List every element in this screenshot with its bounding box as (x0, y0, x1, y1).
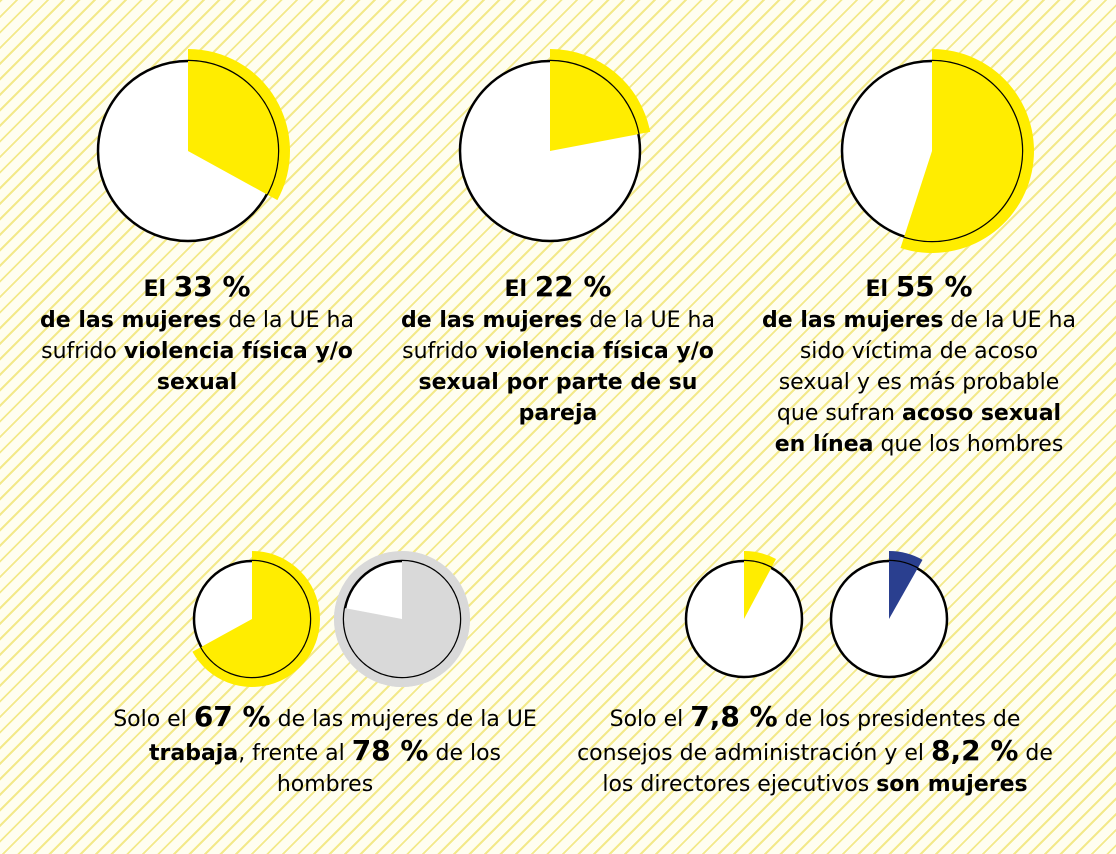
pie-4b-slice (344, 561, 461, 677)
stat-3-bold-subject: de las mujeres (762, 308, 944, 333)
pie-2-slice (550, 61, 639, 151)
stat-2-prefix: El (504, 277, 528, 302)
stat-3-ending: que los hombres (873, 432, 1064, 457)
stat-1-text: El 33 % de las mujeres de la UE ha sufri… (40, 271, 354, 398)
stat-2-bold-topic: violencia física y/o sexual por parte de… (418, 339, 714, 426)
stat-4-bold-verb: trabaja (148, 741, 239, 766)
stat-1-bold-topic: violencia física y/o sexual (123, 339, 353, 395)
stat-1-middle: de la UE ha sufrido (41, 308, 354, 364)
stat-4-compare: , frente al (238, 741, 352, 766)
stat-4-middle: de las mujeres de la UE (270, 707, 537, 732)
stat-5-lead: Solo el (609, 707, 691, 732)
stat-1-bold-subject: de las mujeres (40, 308, 222, 333)
stat-3-text: El 55 % de las mujeres de la UE ha sido … (762, 271, 1076, 460)
stat-3-middle: de la UE ha sido víctima de acoso sexual… (776, 308, 1076, 426)
stat-4-percent-women: 67 % (193, 700, 271, 733)
stat-2-middle: de la UE ha sufrido (402, 308, 715, 364)
pie-5a-slice (744, 561, 772, 619)
stat-4-text: Solo el 67 % de las mujeres de la UE tra… (100, 701, 550, 800)
stat-5-percent-chairs: 7,8 % (690, 700, 778, 733)
stat-5-bold-ending: son mujeres (876, 772, 1028, 797)
pie-5b-slice (889, 561, 918, 619)
stat-4-lead: Solo el (113, 707, 194, 732)
stat-1-percent: 33 % (173, 270, 251, 303)
pie-3-slice (904, 61, 1022, 241)
stat-2-text: El 22 % de las mujeres de la UE ha sufri… (401, 271, 715, 429)
stat-5-percent-ceos: 8,2 % (931, 734, 1019, 767)
stat-2-percent: 22 % (534, 270, 612, 303)
stat-2-bold-subject: de las mujeres (401, 308, 583, 333)
stat-5-text: Solo el 7,8 % de los presidentes de cons… (570, 701, 1060, 800)
stat-4-percent-men: 78 % (351, 734, 429, 767)
pie-4a-slice (201, 561, 310, 678)
stat-5-middle: de los presidentes de consejos de admini… (577, 707, 1021, 766)
pie-1-slice (188, 61, 279, 195)
stat-3-prefix: El (865, 277, 889, 302)
stat-5-after: de los directores ejecutivos (602, 741, 1053, 797)
stat-1-prefix: El (143, 277, 167, 302)
stat-3-bold-topic: acoso sexual en línea (774, 401, 1062, 457)
stat-3-percent: 55 % (895, 270, 973, 303)
stat-4-ending: de los hombres (276, 741, 502, 797)
